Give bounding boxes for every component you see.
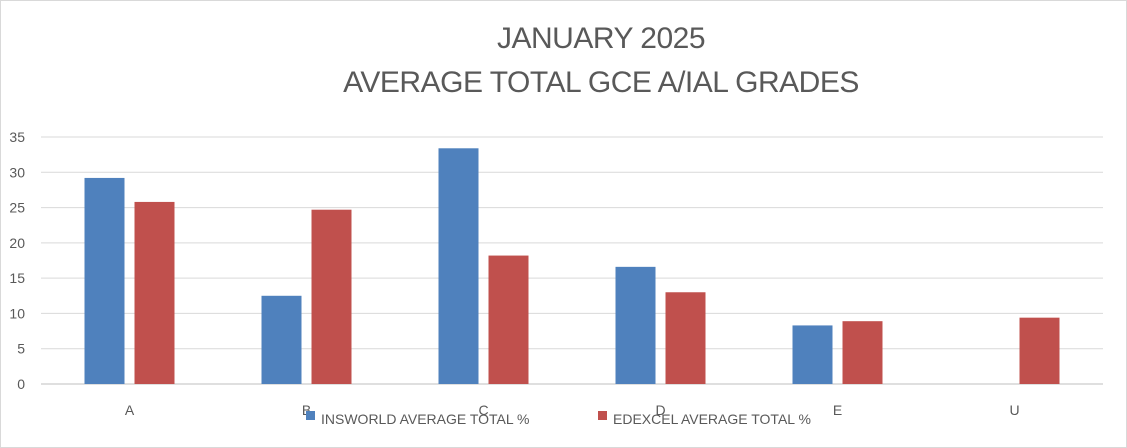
- y-tick-label: 35: [9, 129, 25, 145]
- bar: [261, 295, 302, 384]
- x-tick-label: E: [833, 402, 842, 418]
- x-tick-label: C: [478, 402, 488, 418]
- x-tick-label: A: [125, 402, 135, 418]
- bar: [665, 292, 706, 384]
- bar: [488, 255, 529, 384]
- bar: [615, 266, 656, 384]
- x-tick-label: D: [655, 402, 665, 418]
- bar: [438, 148, 479, 384]
- y-tick-label: 20: [9, 235, 25, 251]
- bar: [311, 209, 352, 384]
- bar: [842, 321, 883, 384]
- y-tick-label: 25: [9, 200, 25, 216]
- x-tick-label: U: [1009, 402, 1019, 418]
- chart-title-line-1: JANUARY 2025: [496, 22, 706, 55]
- y-tick-label: 15: [9, 270, 25, 286]
- legend-label: INSWORLD AVERAGE TOTAL %: [321, 411, 530, 427]
- bar: [134, 201, 175, 384]
- y-tick-label: 5: [17, 341, 25, 357]
- y-tick-label: 10: [9, 305, 25, 321]
- legend-swatch: [598, 411, 607, 420]
- legend-swatch: [306, 411, 315, 420]
- legend-label: EDEXCEL AVERAGE TOTAL %: [613, 411, 811, 427]
- chart-title-line-2: AVERAGE TOTAL GCE A/IAL GRADES: [343, 66, 859, 99]
- y-tick-label: 30: [9, 164, 25, 180]
- y-tick-label: 0: [17, 376, 25, 392]
- bar: [84, 177, 125, 384]
- bar: [792, 325, 833, 384]
- x-tick-label: B: [302, 402, 311, 418]
- bar: [1019, 317, 1060, 384]
